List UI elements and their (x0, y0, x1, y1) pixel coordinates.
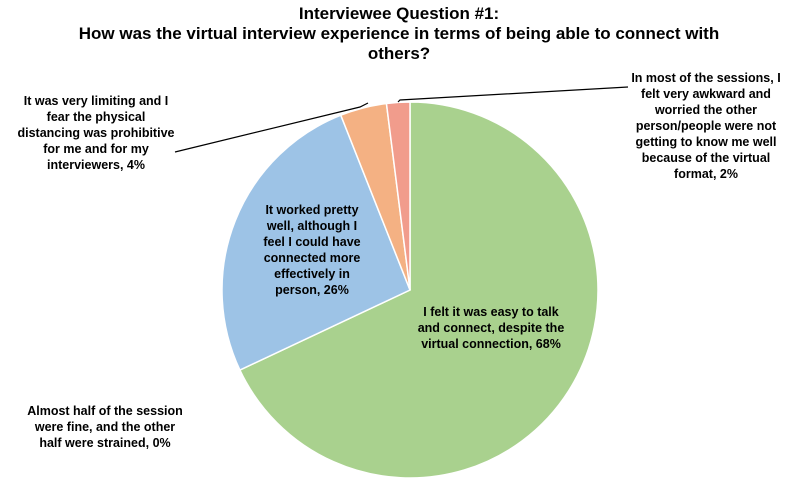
slice-label-2pct-line-6: because of the virtual (641, 151, 771, 165)
slice-label-26pct: It worked pretty well, although I feel I… (246, 202, 378, 298)
pie-slices (221, 101, 599, 479)
slice-label-26pct-line-2: well, although I (266, 219, 358, 233)
chart-title-line-3: others? (367, 44, 431, 63)
leader-lines (174, 86, 629, 153)
slice-label-2pct: In most of the sessions, I felt very awk… (616, 70, 796, 182)
slice-label-2pct-line-5: getting to know me well (635, 135, 777, 149)
slice-label-4pct-line-4: for me and for my (43, 142, 149, 156)
pie-slice-2 (221, 114, 411, 372)
slice-label-2pct-line-2: felt very awkward and (641, 87, 771, 101)
slice-label-4pct: It was very limiting and I fear the phys… (6, 93, 186, 173)
slice-label-4pct-line-1: It was very limiting and I (23, 94, 169, 108)
slice-label-4pct-line-3: distancing was prohibitive (17, 126, 175, 140)
chart-title-line-1: Interviewee Question #1: (298, 4, 500, 23)
slice-label-68pct-line-1: I felt it was easy to talk (423, 305, 559, 319)
pie-slice-0 (238, 101, 599, 479)
chart-title-line-2: How was the virtual interview experience… (78, 24, 720, 43)
slice-label-2pct-line-4: person/people were not (635, 119, 777, 133)
leader-line-2pct (397, 86, 629, 103)
slice-label-4pct-line-5: interviewers, 4% (47, 158, 145, 172)
slice-label-26pct-line-4: connected more (263, 251, 361, 265)
slice-label-0pct: Almost half of the session were fine, an… (10, 403, 200, 451)
leader-line-4pct (174, 102, 369, 153)
slice-label-2pct-line-1: In most of the sessions, I (631, 71, 781, 85)
slice-label-0pct-line-3: half were strained, 0% (39, 436, 171, 450)
slice-label-2pct-line-3: worried the other (654, 103, 758, 117)
slice-label-26pct-line-3: feel I could have (263, 235, 361, 249)
slice-label-0pct-line-1: Almost half of the session (27, 404, 183, 418)
slice-label-68pct-line-3: virtual connection, 68% (421, 337, 561, 351)
slice-label-4pct-line-2: fear the physical (46, 110, 146, 124)
slice-label-0pct-line-2: were fine, and the other (34, 420, 176, 434)
pie-slice-4 (385, 101, 411, 291)
slice-label-68pct-line-2: and connect, despite the (417, 321, 565, 335)
slice-label-26pct-line-1: It worked pretty (265, 203, 359, 217)
slice-label-2pct-line-7: format, 2% (674, 167, 738, 181)
slice-label-26pct-line-5: effectively in (274, 267, 350, 281)
chart-title: Interviewee Question #1: How was the vir… (0, 4, 798, 64)
slice-label-68pct: I felt it was easy to talk and connect, … (396, 304, 586, 352)
slice-label-26pct-line-6: person, 26% (275, 283, 349, 297)
